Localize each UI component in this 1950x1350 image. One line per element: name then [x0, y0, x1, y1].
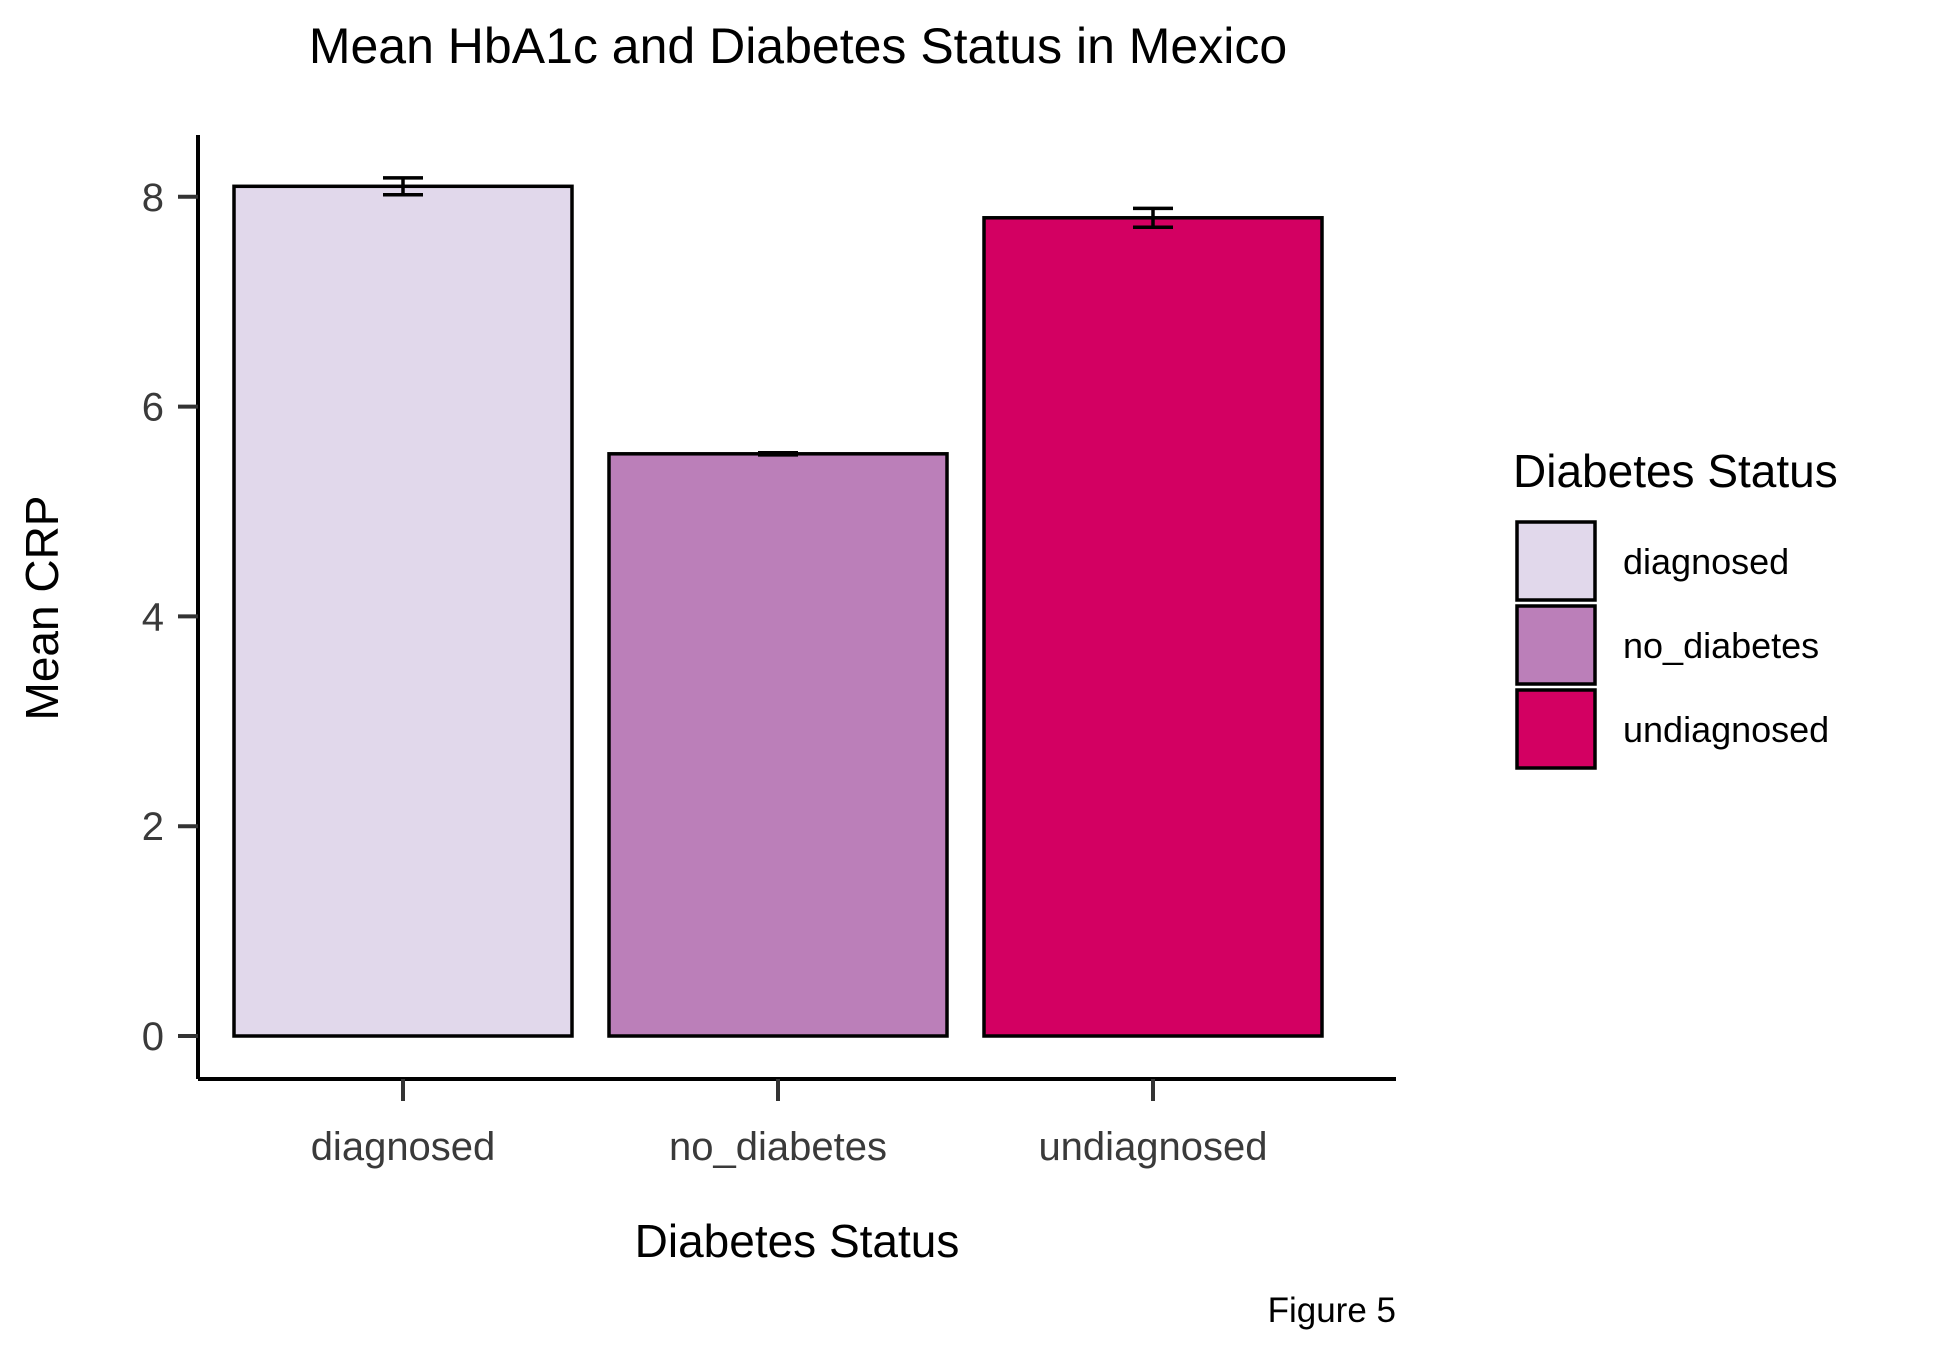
legend: Diabetes Status diagnosed no_diabetesundi…	[1513, 445, 1838, 770]
plot-area	[232, 176, 1324, 1038]
y-tick-label-0: 0	[142, 1015, 164, 1059]
error-bar-no_diabetes	[758, 451, 798, 457]
bar-undiagnosed	[982, 216, 1324, 1038]
legend-label-no_diabetes: no_diabetes	[1623, 625, 1819, 666]
bar-diagnosed	[232, 184, 574, 1038]
y-axis-title: Mean CRP	[16, 496, 68, 721]
legend-key-diagnosed	[1515, 520, 1597, 602]
legend-key-undiagnosed	[1515, 688, 1597, 770]
legend-title: Diabetes Status	[1513, 445, 1838, 497]
error-bar-diagnosed	[383, 176, 423, 197]
y-tick-label-1: 2	[142, 805, 164, 849]
y-tick-label-4: 8	[142, 176, 164, 220]
figure-caption: Figure 5	[1268, 1291, 1396, 1330]
x-tick-label-undiagnosed: undiagnosed	[1038, 1125, 1267, 1169]
y-tick-label-2: 4	[142, 595, 164, 639]
legend-label-diagnosed: diagnosed	[1623, 541, 1789, 582]
y-tick-label-3: 6	[142, 386, 164, 430]
x-axis-title: Diabetes Status	[635, 1215, 960, 1267]
legend-key-no_diabetes	[1515, 604, 1597, 686]
x-tick-label-diagnosed: diagnosed	[311, 1125, 496, 1169]
x-tick-label-no_diabetes: no_diabetes	[669, 1125, 887, 1169]
legend-label-undiagnosed: undiagnosed	[1623, 709, 1829, 750]
bar-no_diabetes	[607, 452, 949, 1038]
chart-title: Mean HbA1c and Diabetes Status in Mexico	[309, 18, 1287, 74]
error-bar-undiagnosed	[1133, 206, 1173, 229]
